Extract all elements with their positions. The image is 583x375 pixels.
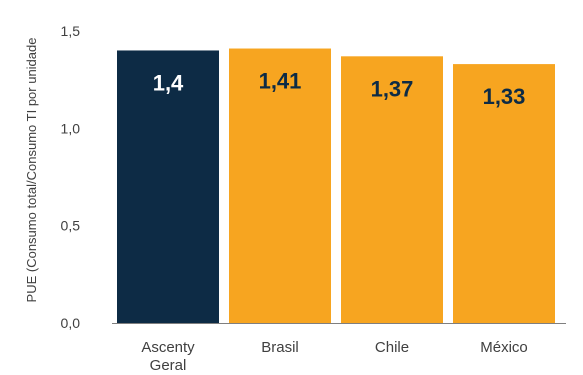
x-axis-labels: Ascenty Geral Brasil Chile México xyxy=(141,339,527,374)
bar xyxy=(229,48,331,324)
bars xyxy=(117,48,555,324)
y-tick-label: 1,5 xyxy=(61,23,81,39)
x-tick-label: México xyxy=(480,339,528,356)
y-tick-label: 0,5 xyxy=(61,218,81,234)
data-label: 1,4 xyxy=(153,70,184,95)
y-tick-label: 1,0 xyxy=(61,120,81,136)
bar xyxy=(117,50,219,323)
data-label: 1,33 xyxy=(483,84,526,109)
data-labels: 1,4 1,41 1,37 1,33 xyxy=(153,69,526,110)
data-label: 1,37 xyxy=(371,76,414,101)
bar xyxy=(453,64,555,324)
y-tick-label: 0,0 xyxy=(61,315,81,331)
data-label: 1,41 xyxy=(259,69,302,94)
y-axis-title: PUE (Consumo total/Consumo TI por unidad… xyxy=(24,38,39,303)
x-tick-label: Brasil xyxy=(261,339,299,356)
bar xyxy=(341,56,443,323)
x-tick-label: Ascenty Geral xyxy=(141,339,195,374)
y-axis-ticks: 0,0 0,5 1,0 1,5 xyxy=(61,23,81,331)
x-tick-label: Chile xyxy=(375,339,409,356)
